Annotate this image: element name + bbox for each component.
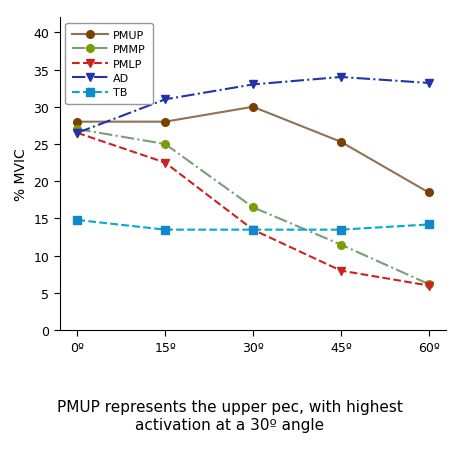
Y-axis label: % MVIC: % MVIC (14, 148, 28, 201)
Text: PMUP represents the upper pec, with highest
activation at a 30º angle: PMUP represents the upper pec, with high… (57, 399, 402, 431)
Legend: PMUP, PMMP, PMLP, AD, TB: PMUP, PMMP, PMLP, AD, TB (65, 24, 152, 105)
